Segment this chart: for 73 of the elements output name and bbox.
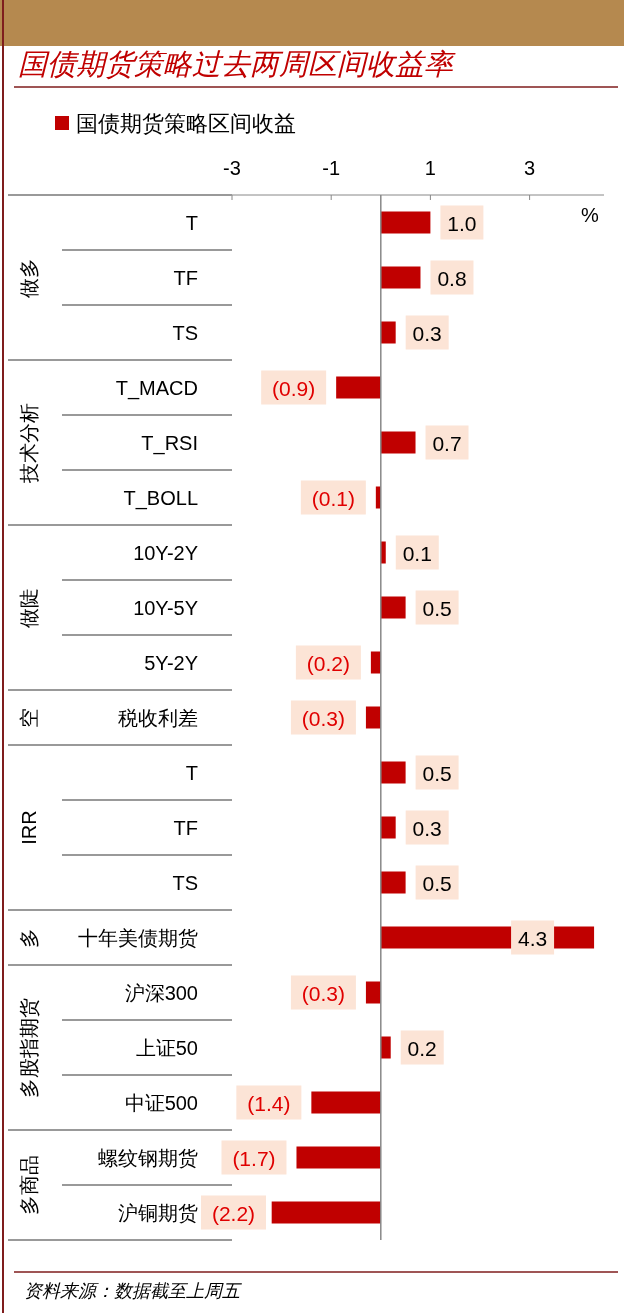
y-tick-label: 螺纹钢期货	[98, 1146, 198, 1169]
y-tick-label: 中证500	[124, 1091, 198, 1114]
data-label: 1.0	[447, 211, 477, 235]
text: 做多	[18, 257, 40, 298]
data-label: 0.3	[412, 816, 442, 840]
y-tick-label: 沪铜期货	[118, 1201, 198, 1224]
data-label: (0.1)	[300, 480, 366, 515]
data-label: (1.7)	[221, 1140, 287, 1175]
data-label: 0.5	[422, 761, 452, 785]
data-label: 0.1	[395, 535, 439, 570]
x-tick-label: 3	[524, 157, 536, 179]
text: 空	[18, 707, 40, 728]
y-tick-label: 沪深300	[124, 981, 198, 1004]
data-label: 0.2	[400, 1030, 444, 1065]
data-label: (0.2)	[306, 651, 350, 675]
chart-title: 国债期货策略过去两周区间收益率	[18, 48, 456, 80]
y-tick-label: T_RSI	[141, 431, 198, 455]
y-tick-label: 5Y-2Y	[144, 651, 198, 674]
data-label: 0.3	[405, 315, 449, 350]
data-label: (0.3)	[290, 700, 356, 735]
text: 资料来源：数据截至上周五	[24, 1281, 242, 1301]
data-label: 4.3	[517, 926, 548, 950]
text: 多股指期货	[18, 997, 40, 1098]
data-label: 0.5	[422, 871, 452, 895]
data-label: 0.7	[432, 431, 462, 455]
text: 多	[18, 927, 40, 948]
y-tick-label: TF	[173, 816, 198, 839]
data-label: (0.1)	[311, 486, 355, 510]
data-label: 0.2	[407, 1036, 437, 1060]
data-label: 0.3	[405, 810, 449, 845]
y-tick-label: TS	[172, 321, 198, 344]
data-label: (2.2)	[201, 1195, 266, 1230]
y-tick-label: 10Y-5Y	[133, 596, 198, 619]
y-tick-label: T_MACD	[115, 376, 198, 400]
y-tick-label: 十年美债期货	[78, 926, 198, 949]
data-label: (2.2)	[211, 1201, 256, 1225]
data-label: 0.1	[402, 541, 432, 565]
y-tick-label: 10Y-2Y	[133, 541, 198, 564]
y-tick-label: T	[185, 761, 198, 784]
data-label: (0.3)	[301, 981, 346, 1005]
data-label: 0.5	[415, 755, 459, 790]
data-label: 0.3	[412, 321, 442, 345]
x-tick-label: 1	[424, 157, 436, 179]
x-tick-label: -3	[223, 157, 241, 179]
y-tick-label: TF	[173, 266, 198, 289]
data-label: (0.3)	[301, 706, 346, 730]
legend-label: 国债期货策略区间收益	[76, 111, 296, 136]
data-label: 0.5	[415, 590, 459, 625]
data-label: 0.5	[415, 865, 459, 900]
y-tick-label: TS	[172, 871, 198, 894]
data-label: (1.4)	[236, 1085, 302, 1120]
y-tick-label: T	[185, 211, 198, 234]
data-label: 0.8	[430, 260, 474, 295]
data-label: 0.7	[425, 425, 469, 460]
data-label: 0.8	[437, 266, 467, 290]
y-tick-label: 上证50	[135, 1036, 198, 1059]
text: 多商品	[18, 1155, 40, 1215]
data-label: (0.9)	[272, 376, 316, 400]
data-label: (1.4)	[247, 1091, 291, 1115]
data-label: 4.3	[511, 920, 555, 955]
data-label: (1.7)	[232, 1146, 276, 1170]
y-tick-label: T_BOLL	[123, 486, 198, 510]
text: IRR	[18, 810, 40, 845]
text: 技术分析	[18, 402, 40, 484]
data-label: 1.0	[440, 205, 484, 240]
y-tick-label: 税收利差	[118, 706, 198, 729]
data-label: (0.9)	[261, 370, 327, 405]
x-tick-label: -1	[322, 157, 341, 179]
text: 做陡	[18, 587, 40, 628]
data-label: (0.2)	[295, 645, 361, 680]
data-label: (0.3)	[290, 975, 356, 1010]
x-axis-title: %	[581, 204, 600, 226]
data-label: 0.5	[422, 596, 452, 620]
